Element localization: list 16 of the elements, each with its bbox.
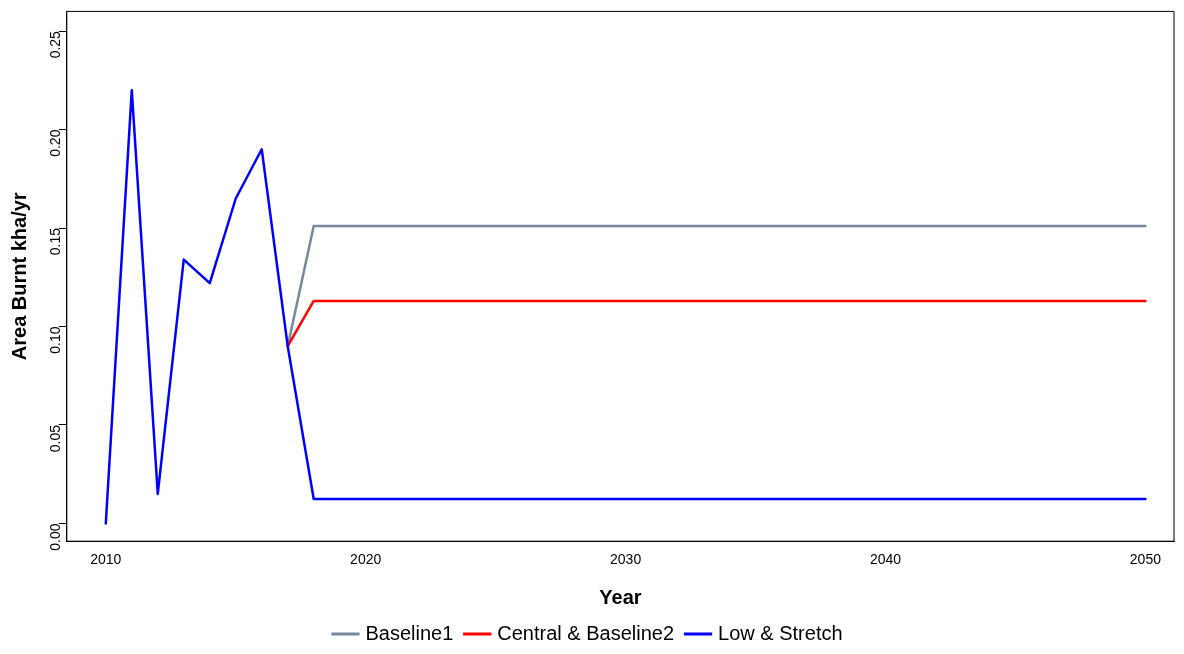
legend-label: Low & Stretch	[718, 621, 843, 644]
y-tick-label: 0.20	[46, 129, 63, 157]
y-tick-label: 0.05	[46, 424, 63, 453]
legend-label: Central & Baseline2	[497, 621, 675, 644]
y-tick-label: 0.00	[46, 523, 63, 551]
x-tick-label: 2030	[610, 551, 642, 568]
x-axis-title: Year	[599, 585, 642, 608]
x-tick-label: 2040	[869, 551, 902, 568]
x-tick-label: 2020	[350, 551, 382, 568]
y-tick-label: 0.10	[46, 326, 63, 354]
legend-label: Baseline1	[365, 621, 454, 644]
x-tick-label: 2050	[1129, 551, 1162, 568]
y-tick-label: 0.25	[46, 30, 63, 59]
y-tick-label: 0.15	[46, 227, 63, 256]
y-axis-title: Area Burnt kha/yr	[7, 192, 30, 361]
x-tick-label: 2010	[90, 551, 122, 568]
